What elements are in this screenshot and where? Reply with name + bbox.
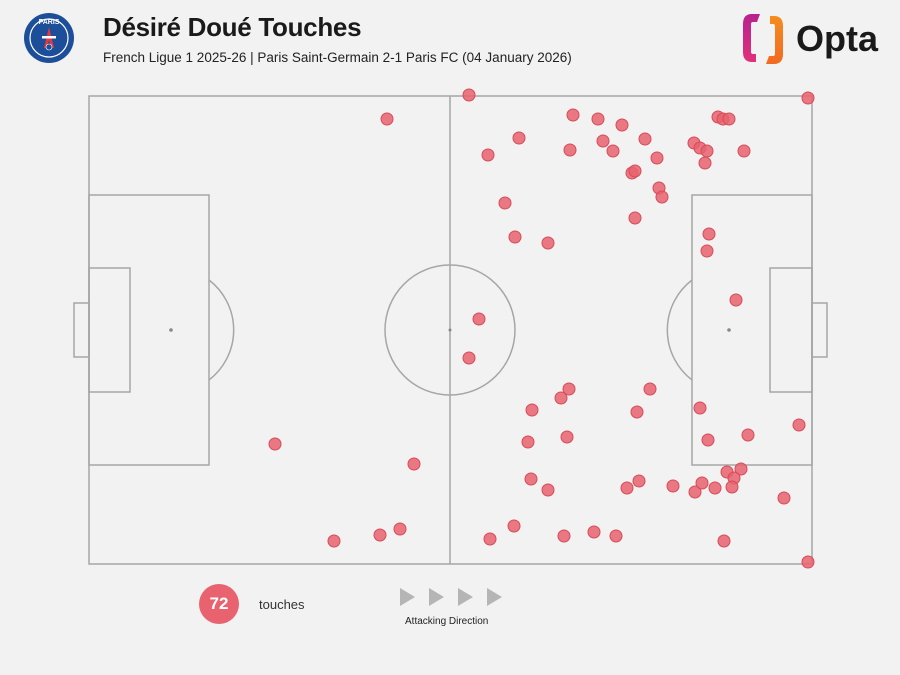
chart-subtitle: French Ligue 1 2025-26 | Paris Saint-Ger… bbox=[103, 50, 572, 65]
touch-marker bbox=[801, 555, 815, 569]
psg-crest-icon: PARIS bbox=[23, 12, 75, 64]
touch-marker bbox=[525, 403, 539, 417]
touch-marker bbox=[373, 528, 387, 542]
touch-marker bbox=[695, 476, 709, 490]
touch-marker bbox=[483, 532, 497, 546]
touch-marker bbox=[777, 491, 791, 505]
touch-marker bbox=[701, 433, 715, 447]
touch-marker bbox=[498, 196, 512, 210]
touch-marker bbox=[541, 236, 555, 250]
touch-marker bbox=[688, 485, 702, 499]
touch-marker bbox=[606, 144, 620, 158]
touch-count-label: touches bbox=[259, 597, 305, 612]
touch-marker bbox=[587, 525, 601, 539]
touch-marker bbox=[741, 428, 755, 442]
touch-marker bbox=[541, 483, 555, 497]
touch-marker bbox=[655, 190, 669, 204]
touch-marker bbox=[693, 401, 707, 415]
opta-mark-icon bbox=[743, 14, 783, 64]
touch-marker bbox=[666, 479, 680, 493]
touch-marker bbox=[638, 132, 652, 146]
touch-marker bbox=[801, 91, 815, 105]
touch-marker bbox=[700, 244, 714, 258]
touch-marker bbox=[562, 382, 576, 396]
svg-text:PARIS: PARIS bbox=[39, 19, 60, 26]
touch-marker bbox=[615, 118, 629, 132]
attacking-direction-arrows bbox=[400, 588, 502, 606]
touch-marker bbox=[327, 534, 341, 548]
touch-marker bbox=[609, 529, 623, 543]
touch-marker bbox=[521, 435, 535, 449]
touch-marker bbox=[792, 418, 806, 432]
triangle-right-icon bbox=[487, 588, 502, 606]
touch-marker bbox=[591, 112, 605, 126]
touch-marker bbox=[643, 382, 657, 396]
opta-brand-text: Opta bbox=[796, 18, 879, 59]
touch-marker bbox=[698, 156, 712, 170]
touch-marker bbox=[628, 164, 642, 178]
attacking-direction-label: Attacking Direction bbox=[405, 616, 489, 627]
touch-count-badge: 72 bbox=[199, 584, 239, 624]
touch-marker bbox=[554, 391, 568, 405]
triangle-right-icon bbox=[429, 588, 444, 606]
touch-marker bbox=[462, 351, 476, 365]
touch-marker bbox=[737, 144, 751, 158]
touch-marker bbox=[524, 472, 538, 486]
touch-marker bbox=[462, 88, 476, 102]
opta-logo: Opta bbox=[740, 12, 878, 66]
touch-marker bbox=[560, 430, 574, 444]
touch-marker bbox=[632, 474, 646, 488]
touch-marker bbox=[393, 522, 407, 536]
touch-marker bbox=[268, 437, 282, 451]
triangle-right-icon bbox=[400, 588, 415, 606]
touch-markers bbox=[268, 88, 815, 569]
touch-marker bbox=[628, 211, 642, 225]
touch-marker bbox=[717, 534, 731, 548]
touch-marker bbox=[620, 481, 634, 495]
touch-marker bbox=[481, 148, 495, 162]
touch-marker bbox=[507, 519, 521, 533]
touch-marker bbox=[557, 529, 571, 543]
triangle-right-icon bbox=[458, 588, 473, 606]
touch-marker bbox=[407, 457, 421, 471]
touch-marker bbox=[708, 481, 722, 495]
touch-marker bbox=[725, 480, 739, 494]
touch-marker bbox=[722, 112, 736, 126]
touch-marker bbox=[700, 144, 714, 158]
touch-marker bbox=[472, 312, 486, 326]
touch-marker bbox=[512, 131, 526, 145]
touch-marker bbox=[508, 230, 522, 244]
touch-marker bbox=[380, 112, 394, 126]
touch-marker bbox=[630, 405, 644, 419]
touch-marker bbox=[563, 143, 577, 157]
touch-marker bbox=[702, 227, 716, 241]
touch-marker bbox=[729, 293, 743, 307]
touch-marker bbox=[650, 151, 664, 165]
touch-marker bbox=[596, 134, 610, 148]
chart-title: Désiré Doué Touches bbox=[103, 12, 362, 42]
touch-marker bbox=[566, 108, 580, 122]
touch-marker bbox=[734, 462, 748, 476]
